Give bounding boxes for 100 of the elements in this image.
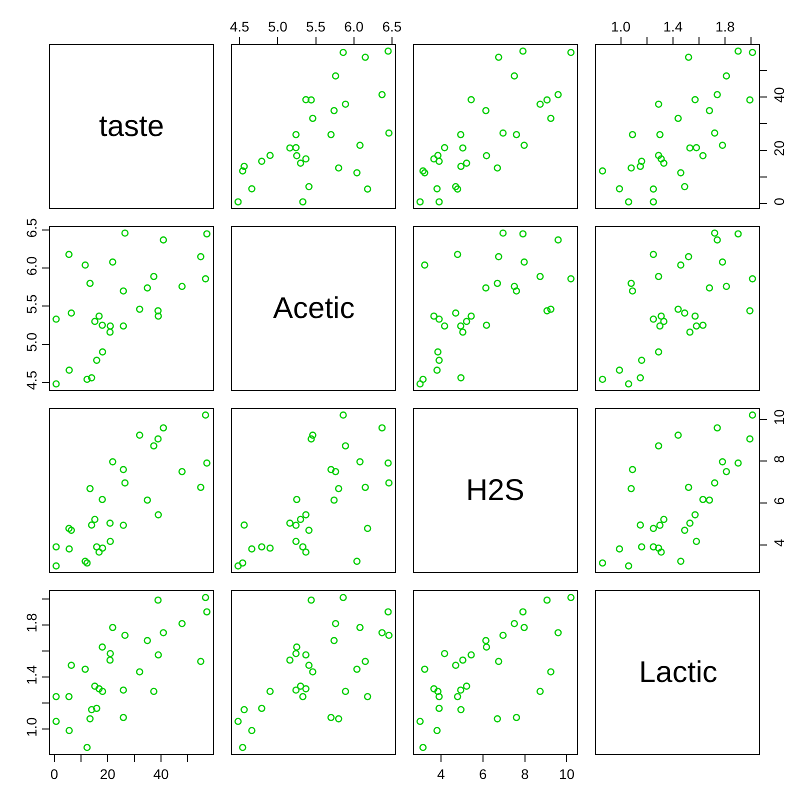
point: [330, 636, 338, 644]
point: [434, 152, 442, 160]
point: [440, 650, 448, 658]
point: [293, 152, 300, 160]
point: [434, 348, 442, 356]
point: [628, 130, 636, 138]
point: [292, 130, 300, 138]
point: [656, 322, 664, 330]
point: [308, 435, 315, 443]
point: [692, 144, 700, 152]
point: [302, 685, 310, 692]
point: [91, 682, 98, 690]
point: [748, 275, 756, 282]
point: [419, 744, 427, 752]
point: [624, 562, 632, 570]
point: [512, 714, 520, 722]
point: [258, 543, 266, 551]
point: [65, 692, 73, 700]
point: [419, 376, 427, 383]
point: [638, 356, 646, 364]
point: [356, 458, 364, 466]
point: [691, 96, 699, 104]
point: [302, 511, 310, 518]
point: [433, 185, 441, 192]
point: [266, 688, 274, 696]
point: [616, 366, 624, 374]
point: [658, 155, 665, 163]
point: [332, 72, 340, 80]
point: [567, 275, 575, 282]
point: [154, 307, 162, 314]
point: [654, 152, 662, 160]
point: [499, 129, 507, 137]
point: [120, 287, 128, 295]
point: [691, 511, 699, 518]
point: [150, 272, 158, 280]
point: [547, 306, 554, 313]
point: [286, 656, 294, 664]
point: [686, 328, 694, 336]
point: [554, 629, 562, 636]
point: [674, 432, 682, 439]
point: [120, 322, 128, 330]
point: [68, 662, 75, 669]
point: [305, 662, 313, 669]
point: [308, 596, 315, 604]
point: [353, 666, 361, 673]
point: [681, 309, 688, 317]
y-tick-label: 5.5: [23, 294, 40, 314]
point: [512, 130, 520, 138]
point: [248, 185, 256, 192]
point: [686, 520, 694, 527]
point: [93, 356, 100, 364]
point: [468, 651, 475, 659]
point: [684, 54, 692, 61]
point: [240, 706, 248, 714]
point: [82, 261, 89, 269]
point: [154, 651, 162, 659]
point: [202, 411, 210, 419]
point: [543, 96, 551, 104]
point: [658, 312, 665, 320]
point: [240, 162, 248, 170]
point: [302, 96, 310, 104]
point: [334, 715, 342, 722]
point: [120, 466, 128, 474]
point: [681, 526, 688, 534]
point: [266, 152, 274, 160]
point: [416, 198, 424, 206]
point: [340, 411, 347, 419]
point: [656, 522, 664, 529]
point: [654, 442, 662, 450]
point: [95, 685, 103, 692]
point: [416, 718, 424, 726]
point: [266, 544, 274, 552]
point: [433, 366, 441, 374]
point: [554, 90, 562, 98]
point: [706, 106, 714, 114]
x-tick-label: 10: [558, 766, 575, 782]
point: [452, 309, 460, 317]
point: [150, 442, 158, 450]
point: [520, 624, 528, 632]
point: [734, 230, 742, 238]
point: [554, 236, 562, 244]
x-tick-label: 1.4: [663, 18, 683, 34]
x-tick-label: 1.8: [715, 18, 736, 34]
point: [378, 629, 386, 636]
point: [638, 158, 646, 165]
point: [305, 526, 313, 534]
point: [677, 261, 684, 269]
point: [746, 435, 754, 443]
point: [677, 169, 684, 176]
point: [482, 152, 490, 160]
point: [628, 466, 636, 474]
point: [435, 316, 443, 323]
y-tick-label: 6.5: [23, 218, 40, 238]
point: [435, 692, 443, 700]
point: [459, 656, 466, 664]
point: [430, 312, 438, 320]
point: [520, 258, 528, 266]
point: [68, 309, 75, 317]
point: [120, 686, 128, 694]
point: [628, 287, 636, 295]
